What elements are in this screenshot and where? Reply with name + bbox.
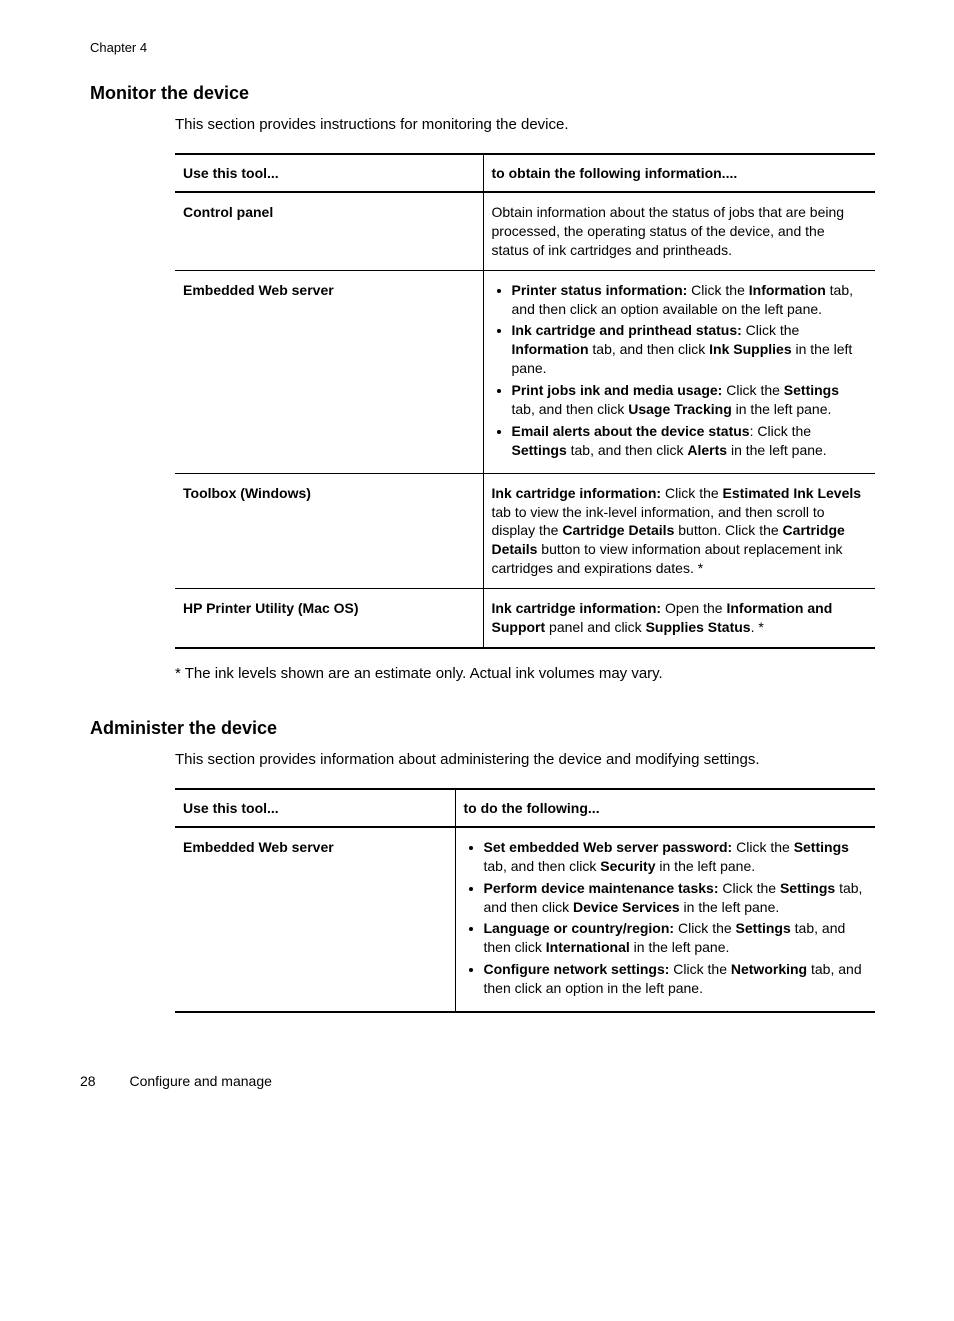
- table-row: Control panel Obtain information about t…: [175, 192, 875, 270]
- tool-cell: HP Printer Utility (Mac OS): [175, 589, 483, 648]
- administer-table: Use this tool... to do the following... …: [175, 788, 875, 1013]
- footer-section-title: Configure and manage: [129, 1073, 271, 1089]
- tool-cell: Embedded Web server: [175, 270, 483, 473]
- footnote-monitor: * The ink levels shown are an estimate o…: [175, 665, 864, 682]
- monitor-table-header-tool: Use this tool...: [175, 154, 483, 192]
- administer-table-header-tool: Use this tool...: [175, 789, 455, 827]
- administer-table-header-info: to do the following...: [455, 789, 875, 827]
- chapter-label: Chapter 4: [90, 40, 864, 55]
- section-heading-administer: Administer the device: [90, 718, 864, 739]
- tool-cell: Embedded Web server: [175, 827, 455, 1012]
- table-row: Embedded Web server Printer status infor…: [175, 270, 875, 473]
- tool-cell: Toolbox (Windows): [175, 473, 483, 588]
- monitor-table: Use this tool... to obtain the following…: [175, 153, 875, 649]
- section-intro-monitor: This section provides instructions for m…: [175, 114, 864, 135]
- section-intro-administer: This section provides information about …: [175, 749, 864, 770]
- info-cell: Ink cartridge information: Open the Info…: [483, 589, 875, 648]
- table-row: Toolbox (Windows) Ink cartridge informat…: [175, 473, 875, 588]
- section-heading-monitor: Monitor the device: [90, 83, 864, 104]
- page-footer: 28 Configure and manage: [90, 1073, 864, 1089]
- info-cell: Printer status information: Click the In…: [483, 270, 875, 473]
- page-number: 28: [80, 1073, 96, 1089]
- monitor-table-header-info: to obtain the following information....: [483, 154, 875, 192]
- table-row: Embedded Web server Set embedded Web ser…: [175, 827, 875, 1012]
- info-cell: Obtain information about the status of j…: [483, 192, 875, 270]
- info-cell: Set embedded Web server password: Click …: [455, 827, 875, 1012]
- info-cell: Ink cartridge information: Click the Est…: [483, 473, 875, 588]
- table-row: HP Printer Utility (Mac OS) Ink cartridg…: [175, 589, 875, 648]
- tool-cell: Control panel: [175, 192, 483, 270]
